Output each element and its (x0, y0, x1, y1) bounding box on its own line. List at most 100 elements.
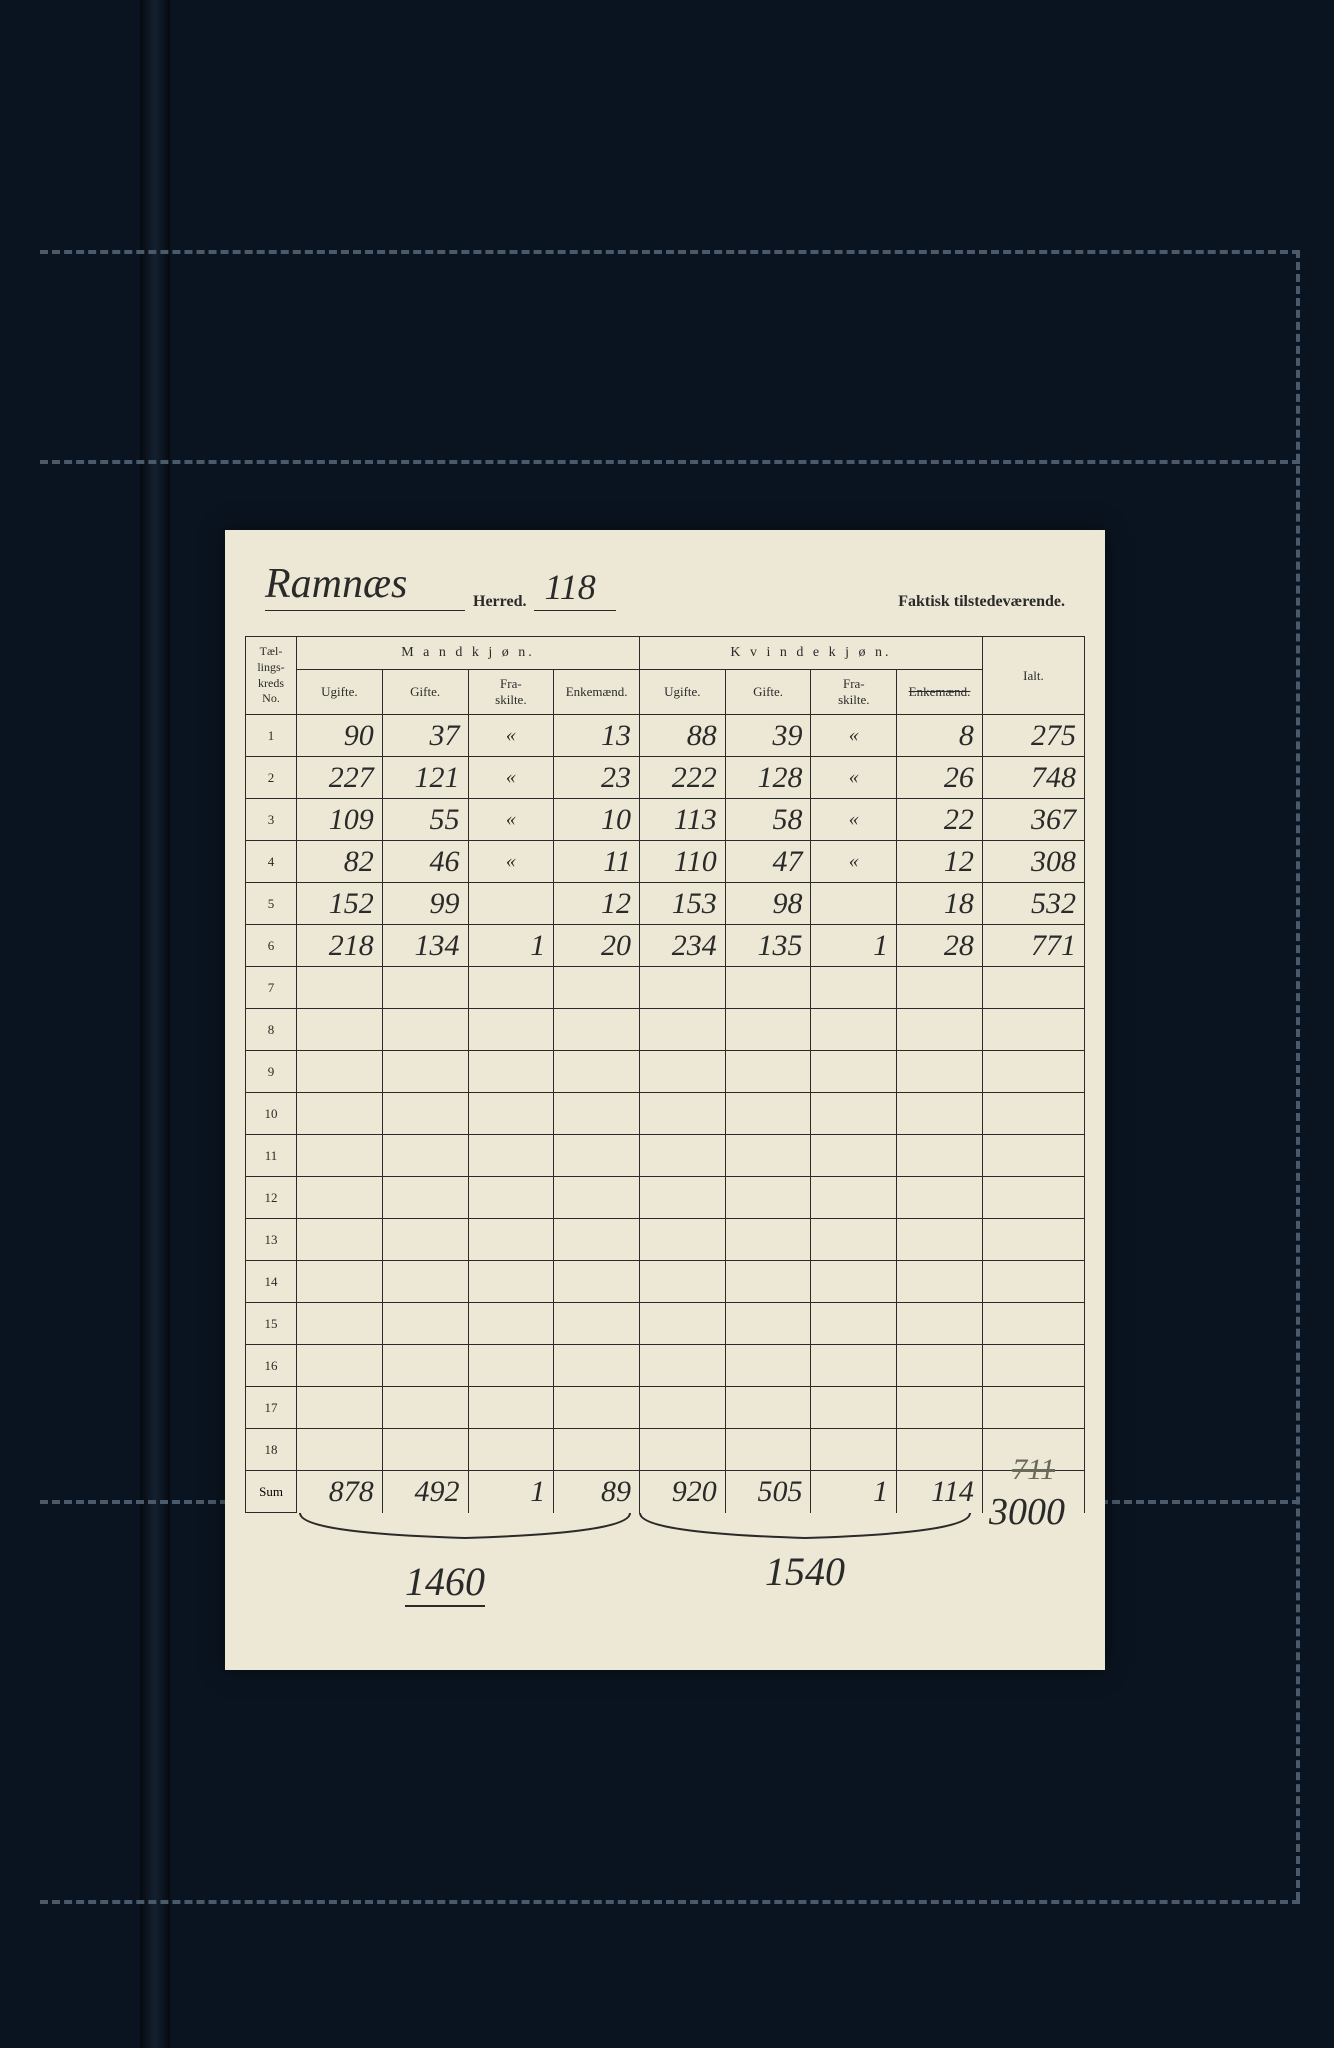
table-row: 9 (246, 1051, 1085, 1093)
data-cell: « (811, 757, 897, 799)
row-number: 8 (246, 1009, 297, 1051)
sum-cell: 920 (639, 1471, 725, 1513)
data-cell: 275 (982, 715, 1084, 757)
frame-line-top (40, 250, 1300, 254)
row-number: 15 (246, 1303, 297, 1345)
row-number: 5 (246, 883, 297, 925)
data-cell: 90 (297, 715, 383, 757)
data-cell: 11 (554, 841, 640, 883)
data-cell (897, 1135, 983, 1177)
frame-line-right (1296, 250, 1300, 1900)
row-number: 14 (246, 1261, 297, 1303)
data-cell: 113 (639, 799, 725, 841)
data-cell (468, 1051, 554, 1093)
data-cell (897, 1345, 983, 1387)
frame-line-bottom (40, 1900, 1300, 1904)
data-cell (982, 1051, 1084, 1093)
data-cell (639, 1051, 725, 1093)
data-cell: 110 (639, 841, 725, 883)
data-cell (897, 1387, 983, 1429)
data-cell (982, 1387, 1084, 1429)
data-cell (468, 1345, 554, 1387)
data-cell: 55 (382, 799, 468, 841)
table-row: 2227121«23222128«26748 (246, 757, 1085, 799)
data-cell (811, 1177, 897, 1219)
total-header: Ialt. (982, 637, 1084, 715)
data-cell (382, 1261, 468, 1303)
data-cell (982, 1135, 1084, 1177)
data-cell (811, 1219, 897, 1261)
col-male-ugifte: Ugifte. (297, 670, 383, 715)
data-cell: 10 (554, 799, 640, 841)
data-cell (297, 1009, 383, 1051)
data-cell (897, 1429, 983, 1471)
data-cell (982, 1261, 1084, 1303)
data-cell (382, 1009, 468, 1051)
data-cell (468, 883, 554, 925)
struck-total: 711 (1012, 1453, 1055, 1487)
data-cell: 23 (554, 757, 640, 799)
data-cell (897, 1051, 983, 1093)
data-cell: 39 (725, 715, 811, 757)
col-female-fraskilte: Fra- skilte. (811, 670, 897, 715)
data-cell (297, 1219, 383, 1261)
herred-label: Herred. (473, 593, 526, 611)
subtotal-section: 1460 1540 711 3000 (245, 1508, 1085, 1628)
data-cell (554, 1345, 640, 1387)
row-number: 11 (246, 1135, 297, 1177)
table-row: 12 (246, 1177, 1085, 1219)
data-cell (468, 1387, 554, 1429)
data-cell (639, 1387, 725, 1429)
data-cell: 308 (982, 841, 1084, 883)
sum-cell: 878 (297, 1471, 383, 1513)
data-cell (639, 1135, 725, 1177)
row-number: 2 (246, 757, 297, 799)
data-cell (725, 1219, 811, 1261)
sum-cell: 114 (897, 1471, 983, 1513)
male-subtotal: 1460 (405, 1558, 485, 1607)
data-cell: 128 (725, 757, 811, 799)
data-cell: 47 (725, 841, 811, 883)
data-cell (297, 1303, 383, 1345)
sum-cell: 89 (554, 1471, 640, 1513)
row-number: 16 (246, 1345, 297, 1387)
data-cell (297, 967, 383, 1009)
data-cell: 12 (897, 841, 983, 883)
data-cell (982, 1345, 1084, 1387)
table-row: 10 (246, 1093, 1085, 1135)
data-cell (639, 1009, 725, 1051)
data-cell (811, 1093, 897, 1135)
data-cell (297, 1051, 383, 1093)
data-cell (297, 1387, 383, 1429)
data-cell (382, 967, 468, 1009)
data-cell: 8 (897, 715, 983, 757)
table-row: 15 (246, 1303, 1085, 1345)
data-cell (725, 1387, 811, 1429)
data-cell (468, 1093, 554, 1135)
data-cell (554, 967, 640, 1009)
table-row: 19037«138839«8275 (246, 715, 1085, 757)
row-number: 10 (246, 1093, 297, 1135)
data-cell (468, 1261, 554, 1303)
data-cell (554, 1135, 640, 1177)
data-cell (297, 1429, 383, 1471)
data-cell: 46 (382, 841, 468, 883)
data-cell (811, 1387, 897, 1429)
data-cell: 58 (725, 799, 811, 841)
data-cell: « (811, 799, 897, 841)
data-cell (554, 1009, 640, 1051)
sum-label: Sum (246, 1471, 297, 1513)
data-cell: 88 (639, 715, 725, 757)
table-row: 18 (246, 1429, 1085, 1471)
table-row: 17 (246, 1387, 1085, 1429)
data-cell (811, 1429, 897, 1471)
data-cell (982, 1093, 1084, 1135)
table-row: 13 (246, 1219, 1085, 1261)
data-cell (554, 1261, 640, 1303)
data-cell: 222 (639, 757, 725, 799)
data-cell (468, 1177, 554, 1219)
data-cell (811, 1303, 897, 1345)
data-cell: 12 (554, 883, 640, 925)
grand-total: 3000 (989, 1490, 1065, 1534)
row-number: 7 (246, 967, 297, 1009)
